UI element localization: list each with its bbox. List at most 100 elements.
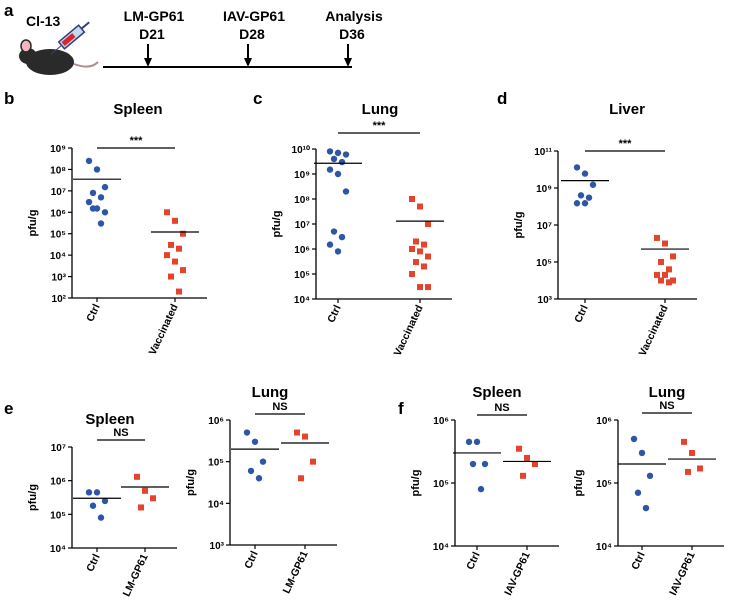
data-point	[247, 467, 255, 475]
x-tick-label: LM-GP61	[281, 549, 311, 595]
data-point	[93, 489, 101, 496]
data-point	[101, 497, 109, 505]
x-tick-label: Ctrl	[325, 303, 344, 325]
y-tick-label: 10⁴	[50, 251, 66, 262]
y-tick-label: 10⁹	[50, 144, 66, 155]
data-point	[164, 252, 170, 259]
event-day: D21	[139, 26, 165, 42]
y-tick-label: 10⁵	[50, 510, 66, 521]
y-tick-label: 10⁷	[51, 187, 66, 198]
data-point	[670, 253, 676, 260]
data-point	[180, 267, 186, 274]
data-point	[421, 263, 427, 270]
data-point	[481, 460, 489, 468]
data-point	[134, 473, 140, 480]
data-point	[654, 234, 660, 241]
y-tick-label: 10⁷	[295, 220, 310, 231]
x-tick-label: Vaccinated	[147, 302, 181, 357]
x-tick-label: Ctrl	[84, 302, 103, 324]
data-point	[330, 155, 338, 163]
infection-label: Cl-13	[26, 13, 60, 29]
x-tick-label: IAV-GP61	[667, 550, 698, 597]
y-tick-label: 10⁷	[537, 221, 552, 232]
significance-label: NS	[494, 402, 509, 414]
data-point	[658, 259, 664, 265]
y-axis-label: pfu/g	[27, 484, 39, 511]
data-point	[670, 277, 676, 284]
data-point	[473, 438, 481, 446]
y-tick-label: 10²	[52, 294, 67, 305]
y-tick-label: 10⁴	[596, 542, 612, 553]
data-point	[638, 449, 646, 457]
data-point	[251, 438, 259, 445]
data-point	[577, 192, 585, 199]
y-tick-label: 10⁶	[433, 416, 449, 427]
data-point	[142, 487, 148, 494]
chart-title: Liver	[609, 101, 645, 118]
data-point	[425, 221, 431, 227]
significance-label: NS	[659, 400, 674, 412]
data-point	[342, 188, 350, 195]
y-tick-label: 10⁸	[294, 195, 310, 206]
x-tick-label: IAV-GP61	[502, 550, 533, 597]
y-axis-label: pfu/g	[185, 469, 197, 496]
data-point	[662, 240, 668, 247]
data-point	[172, 217, 178, 224]
y-axis-label: pfu/g	[513, 212, 525, 239]
data-point	[259, 458, 267, 465]
data-point	[326, 166, 334, 173]
y-axis-label: pfu/g	[271, 211, 283, 238]
data-point	[150, 495, 156, 502]
y-tick-label: 10³	[52, 273, 67, 284]
y-axis-label: pfu/g	[573, 470, 585, 497]
data-point	[409, 246, 415, 252]
y-tick-label: 10⁸	[50, 165, 66, 176]
data-point	[89, 189, 97, 197]
significance-label: ***	[619, 138, 633, 150]
event-arrowhead	[244, 58, 252, 67]
data-point	[138, 504, 144, 511]
x-tick-label: Ctrl	[84, 552, 103, 574]
data-point	[97, 194, 105, 201]
event-label: IAV-GP61	[223, 8, 285, 24]
data-point	[642, 504, 650, 512]
data-point	[172, 258, 178, 265]
chart-title: Lung	[362, 101, 399, 118]
data-point	[662, 271, 668, 278]
y-axis-label: pfu/g	[410, 470, 422, 497]
panel-label: f	[398, 399, 404, 418]
data-point	[409, 196, 415, 202]
significance-label: NS	[272, 401, 287, 413]
timeline: a Cl-13 LM-GP61 D21 IAV-GP61 D28 Analysis D36	[4, 1, 383, 75]
y-tick-label: 10⁴	[208, 499, 224, 510]
data-point	[469, 460, 477, 468]
data-point	[697, 465, 703, 472]
data-point	[425, 284, 431, 291]
data-point	[89, 502, 97, 509]
x-tick-label: LM-GP61	[121, 552, 151, 598]
data-point	[666, 279, 672, 286]
chart: e Spleen pfu/g 10⁴ 10⁵ 10⁶ 10⁷ Ctrl LM-GP61 NS	[4, 399, 177, 599]
y-tick-label: 10⁵	[596, 479, 612, 490]
data-point	[101, 209, 109, 216]
panel-label: e	[4, 399, 13, 418]
data-point	[524, 454, 530, 461]
chart-title: Spleen	[85, 411, 134, 428]
data-point	[477, 485, 485, 493]
panel-label: c	[253, 89, 262, 108]
data-point	[334, 248, 342, 255]
mouse-icon	[73, 61, 99, 68]
y-axis-label: pfu/g	[27, 210, 39, 237]
y-tick-label: 10⁵	[536, 258, 552, 269]
y-tick-label: 10⁴	[50, 544, 66, 555]
y-tick-label: 10⁵	[208, 458, 224, 469]
event-label: Analysis	[325, 8, 383, 24]
data-point	[581, 200, 589, 207]
data-point	[89, 205, 97, 212]
data-point	[654, 271, 660, 278]
data-point	[681, 438, 687, 445]
data-point	[310, 458, 316, 465]
data-point	[338, 158, 346, 166]
event-day: D28	[239, 26, 265, 42]
data-point	[342, 151, 350, 158]
